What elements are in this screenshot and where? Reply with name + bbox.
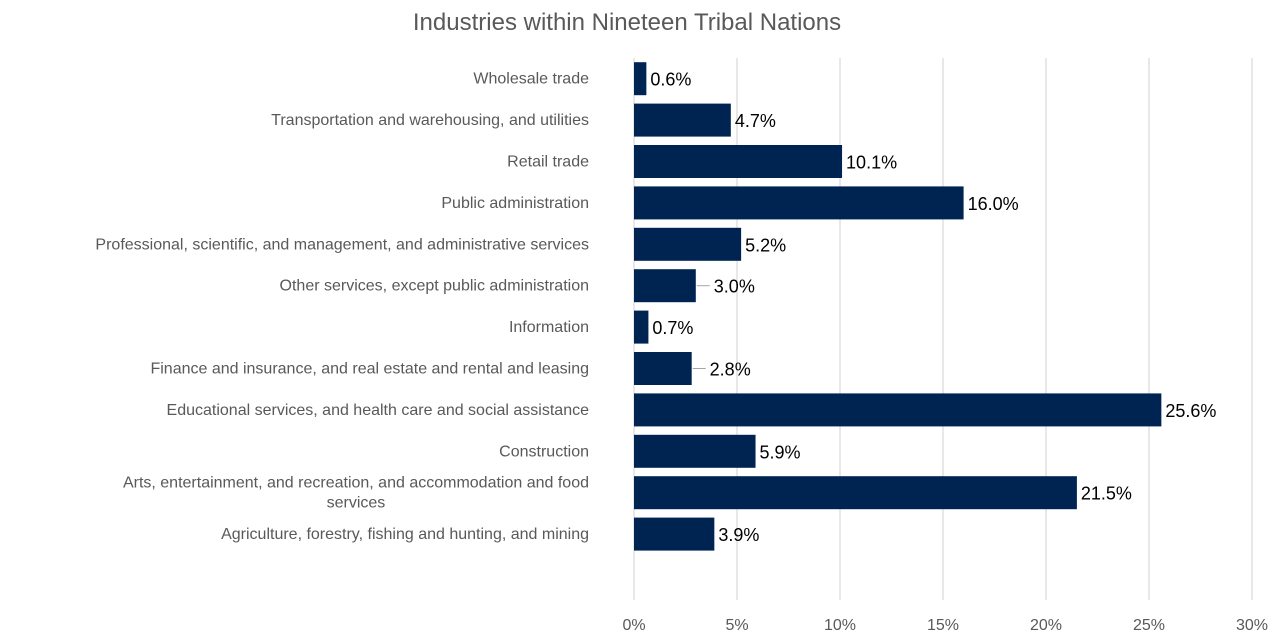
data-label: 4.7% xyxy=(735,111,776,131)
bar xyxy=(634,476,1077,510)
bar xyxy=(634,62,647,96)
x-tick-label: 20% xyxy=(1030,617,1062,633)
category-label: Other services, except public administra… xyxy=(280,278,589,295)
category-label: Information xyxy=(509,319,589,336)
data-label: 3.0% xyxy=(714,277,755,297)
category-label: Wholesale trade xyxy=(473,71,589,88)
bar xyxy=(634,310,649,344)
data-label: 21.5% xyxy=(1081,484,1132,504)
category-label: Finance and insurance, and real estate a… xyxy=(150,361,589,378)
data-label: 3.9% xyxy=(718,525,759,545)
bars xyxy=(634,62,1162,551)
bar xyxy=(634,393,1162,427)
x-tick-label: 5% xyxy=(725,617,748,633)
chart-title: Industries within Nineteen Tribal Nation… xyxy=(413,9,841,36)
category-label: Transportation and warehousing, and util… xyxy=(271,112,589,129)
category-label: Agriculture, forestry, fishing and hunti… xyxy=(221,526,589,543)
category-label: Public administration xyxy=(441,195,589,212)
x-tick-label: 0% xyxy=(622,617,645,633)
x-tick-label: 30% xyxy=(1236,617,1268,633)
data-label: 2.8% xyxy=(710,360,751,380)
gridlines xyxy=(633,58,1253,600)
x-axis-tick-labels: 0% 5% 10% 15% 20% 25% 30% xyxy=(622,617,1268,633)
bar xyxy=(634,269,696,303)
category-labels: Wholesale trade Transportation and wareho… xyxy=(95,71,589,543)
data-label: 0.6% xyxy=(650,70,691,90)
category-label: Educational services, and health care an… xyxy=(167,402,590,419)
bar xyxy=(634,186,964,220)
category-label: Retail trade xyxy=(507,154,589,171)
bar xyxy=(634,352,692,385)
x-tick-label: 15% xyxy=(927,617,959,633)
category-label: Construction xyxy=(499,443,589,460)
data-label: 5.9% xyxy=(760,442,801,462)
data-label: 16.0% xyxy=(968,194,1019,214)
data-label: 25.6% xyxy=(1165,401,1216,421)
data-label: 5.2% xyxy=(745,235,786,255)
bar xyxy=(634,434,756,468)
bar xyxy=(634,145,843,178)
data-label: 10.1% xyxy=(846,153,897,173)
category-label: Arts, entertainment, and recreation, and… xyxy=(123,475,589,512)
data-label: 0.7% xyxy=(652,318,693,338)
data-labels: 0.6% 4.7% 10.1% 16.0% 5.2% 3.0% 0.7% 2.8% 25.6% 5… xyxy=(650,70,1216,545)
bar xyxy=(634,517,715,551)
category-label: Professional, scientific, and management… xyxy=(95,236,589,253)
bar xyxy=(634,227,742,261)
x-tick-label: 25% xyxy=(1133,617,1165,633)
x-tick-label: 10% xyxy=(824,617,856,633)
bar xyxy=(634,103,731,137)
